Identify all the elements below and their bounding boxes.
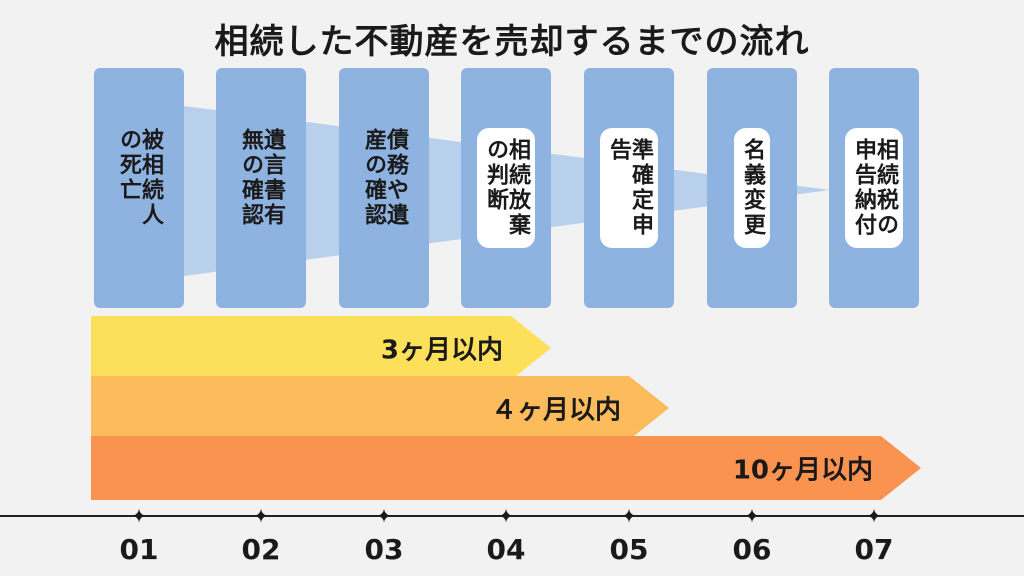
deadline-bar-3-months: 3ヶ月以内 xyxy=(91,316,551,380)
step-box-01: 被相続人の死亡 xyxy=(94,68,184,308)
step-number-03: 03 xyxy=(364,533,404,566)
timeline-star-icon: ✦ xyxy=(375,504,393,528)
step-box-07: 相続税の申告納付 xyxy=(829,68,919,308)
deadline-label-4-months: ４ヶ月以内 xyxy=(490,395,621,426)
step-number-01: 01 xyxy=(119,533,159,566)
step-label-06: 名義変更 xyxy=(734,128,770,248)
deadline-label-3-months: 3ヶ月以内 xyxy=(380,335,503,366)
timeline-star-icon: ✦ xyxy=(865,504,883,528)
step-number-06: 06 xyxy=(732,533,772,566)
step-box-06: 名義変更 xyxy=(707,68,797,308)
page-title: 相続した不動産を売却するまでの流れ xyxy=(214,22,810,62)
step-box-02: 遺言書有無の確認 xyxy=(216,68,306,308)
step-number-04: 04 xyxy=(486,533,526,566)
timeline-star-icon: ✦ xyxy=(620,504,638,528)
timeline-star-icon: ✦ xyxy=(252,504,270,528)
step-label-03: 債務や遺産の確認 xyxy=(361,128,408,228)
timeline-star-icon: ✦ xyxy=(130,504,148,528)
step-box-04: 相続放棄の判断 xyxy=(461,68,551,308)
timeline-star-icon: ✦ xyxy=(743,504,761,528)
step-label-02: 遺言書有無の確認 xyxy=(238,128,285,228)
step-number-07: 07 xyxy=(854,533,894,566)
step-number-02: 02 xyxy=(241,533,281,566)
step-box-05: 準確定申告 xyxy=(584,68,674,308)
step-label-04: 相続放棄の判断 xyxy=(477,128,535,248)
timeline-star-icon: ✦ xyxy=(497,504,515,528)
step-number-05: 05 xyxy=(609,533,649,566)
deadline-bar-10-months: 10ヶ月以内 xyxy=(91,436,921,500)
step-label-07: 相続税の申告納付 xyxy=(845,128,903,248)
step-box-03: 債務や遺産の確認 xyxy=(339,68,429,308)
deadline-bar-4-months: ４ヶ月以内 xyxy=(91,376,669,440)
timeline-axis xyxy=(0,515,1024,517)
deadline-label-10-months: 10ヶ月以内 xyxy=(732,455,873,486)
step-label-05: 準確定申告 xyxy=(600,128,658,248)
step-label-01: 被相続人の死亡 xyxy=(116,128,163,228)
